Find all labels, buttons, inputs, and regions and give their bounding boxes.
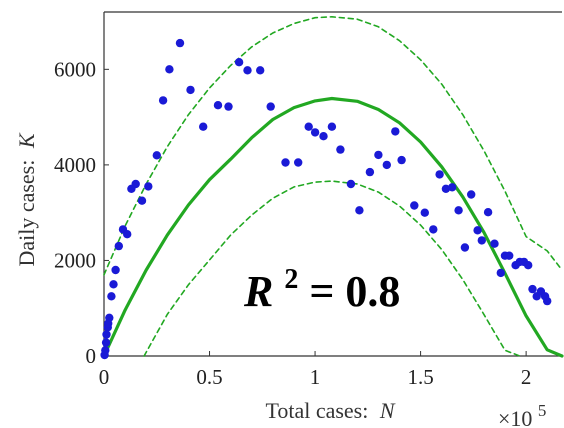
data-point xyxy=(319,132,328,141)
data-point xyxy=(477,236,486,245)
x-axis-multiplier: ×10 5 xyxy=(498,401,546,428)
data-point xyxy=(374,150,383,160)
y-tick-label: 6000 xyxy=(54,57,96,81)
data-point xyxy=(355,206,364,215)
x-multiplier-exponent: 5 xyxy=(538,401,547,420)
fit-curve xyxy=(102,96,564,358)
data-point xyxy=(123,230,132,239)
data-point xyxy=(327,122,337,131)
x-tick-label: 0.5 xyxy=(196,365,222,389)
data-point xyxy=(131,179,140,189)
data-point xyxy=(152,151,161,160)
data-point xyxy=(528,284,537,294)
x-tick-label: 0 xyxy=(99,365,110,389)
fit-curves xyxy=(102,15,564,358)
data-point xyxy=(101,346,110,355)
x-axis-label: Total cases: N xyxy=(265,398,395,423)
y-axis-label: Daily cases: K xyxy=(14,132,39,266)
data-point xyxy=(256,66,265,75)
data-point xyxy=(505,251,514,260)
data-point xyxy=(496,268,505,278)
data-point xyxy=(243,66,252,75)
x-tick-label: 1.5 xyxy=(407,365,433,389)
y-tick-label: 0 xyxy=(86,344,97,368)
data-point xyxy=(234,58,244,67)
data-point xyxy=(429,225,438,234)
y-tick-label: 2000 xyxy=(54,248,96,272)
data-point xyxy=(483,208,493,217)
r-value: = 0.8 xyxy=(309,267,400,316)
data-point xyxy=(224,102,233,111)
data-point xyxy=(294,158,303,167)
data-point xyxy=(107,292,116,301)
ticks-layer: 0 0.5 1 1.5 2 0 2000 4000 6000 xyxy=(54,57,531,389)
x-tick-label: 2 xyxy=(521,365,532,389)
data-point xyxy=(158,96,168,105)
data-point xyxy=(391,127,400,136)
y-axis-label-text: Daily cases: xyxy=(14,160,39,267)
data-point xyxy=(266,102,275,111)
data-point xyxy=(490,239,499,248)
data-point xyxy=(473,226,482,235)
data-point xyxy=(101,338,111,347)
data-point xyxy=(109,280,118,289)
data-point xyxy=(460,243,470,252)
x-axis-label-text: Total cases: xyxy=(265,398,368,423)
data-point xyxy=(114,241,124,251)
data-point xyxy=(310,128,320,137)
data-point xyxy=(467,190,476,199)
upper-bound-curve xyxy=(103,15,563,276)
data-point xyxy=(420,208,429,217)
y-tick-label: 4000 xyxy=(54,153,96,177)
data-point xyxy=(382,160,391,170)
data-point xyxy=(175,38,185,48)
data-point xyxy=(524,261,533,270)
y-axis-label-variable: K xyxy=(14,132,39,149)
data-point xyxy=(435,170,444,179)
data-point xyxy=(186,85,195,95)
data-points xyxy=(100,38,552,360)
r-squared-annotation: R 2 = 0.8 xyxy=(243,249,400,316)
x-tick-label: 1 xyxy=(310,365,321,389)
x-axis-label-variable: N xyxy=(379,398,396,423)
data-point xyxy=(105,313,114,322)
data-point xyxy=(336,145,345,154)
data-point xyxy=(137,196,147,205)
data-point xyxy=(543,296,552,306)
lower-bound-curve xyxy=(143,180,521,357)
data-point xyxy=(111,265,120,275)
data-point xyxy=(397,155,406,165)
data-point xyxy=(199,122,208,131)
data-point xyxy=(448,183,457,192)
data-point xyxy=(102,330,111,339)
data-point xyxy=(144,182,153,191)
data-point xyxy=(213,101,223,110)
data-point xyxy=(454,206,463,215)
r-exponent: 2 xyxy=(284,264,298,295)
data-point xyxy=(346,179,356,189)
x-multiplier-base: ×10 xyxy=(498,406,532,428)
r-symbol: R xyxy=(243,267,273,316)
data-point xyxy=(365,167,375,177)
data-point xyxy=(281,158,290,167)
data-point xyxy=(441,184,451,193)
data-point xyxy=(165,65,174,74)
data-point xyxy=(304,122,313,131)
data-point xyxy=(410,201,419,210)
